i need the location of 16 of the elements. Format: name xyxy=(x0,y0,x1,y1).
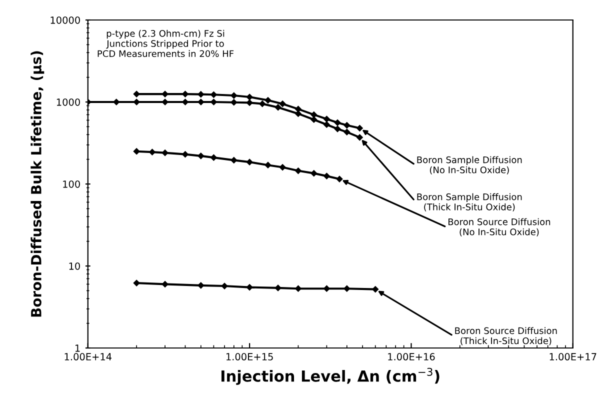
x-tick-label: 1.00E+15 xyxy=(226,353,273,360)
y-tick-label: 10000 xyxy=(50,16,80,24)
annotation: p-type (2.3 Ohm-cm) Fz Si Junctions Stripped Prior to PCD Measurements in 20% HF xyxy=(98,30,234,58)
y-tick-label: 100 xyxy=(63,180,80,188)
y-tick-label: 10 xyxy=(69,262,80,270)
y-tick-label: 1000 xyxy=(56,98,80,106)
x-tick-label: 1.00E+16 xyxy=(388,353,435,360)
x-axis-title: Injection Level, Δn (cm$^{−3}$) xyxy=(221,368,440,385)
y-tick-label: 1 xyxy=(75,344,80,352)
annotation: Boron Sample Diffusion (No In-Situ Oxide) xyxy=(417,156,522,174)
annotation: Boron Source Diffusion (No In-Situ Oxide) xyxy=(448,218,550,236)
x-tick-label: 1.00E+14 xyxy=(64,353,112,360)
y-axis-title: Boron-Diffused Bulk Lifetime, (μs) xyxy=(30,51,44,317)
x-tick-label: 1.00E+17 xyxy=(550,353,596,360)
annotation: Boron Sample Diffusion (Thick In-Situ Oxide) xyxy=(417,193,522,212)
annotation: Boron Source Diffusion (Thick In-Situ Oxide) xyxy=(455,327,557,346)
